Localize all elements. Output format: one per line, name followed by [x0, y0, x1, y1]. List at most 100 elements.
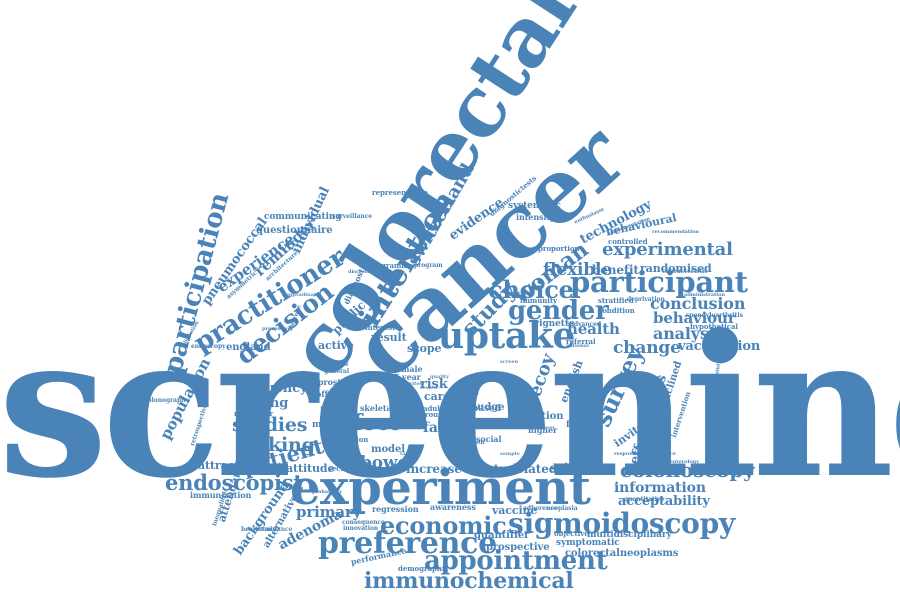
word-vignette: vignette	[534, 319, 575, 329]
word-interest: interest	[365, 323, 396, 332]
word-systematic: systematic	[508, 201, 561, 211]
word-representative: representative	[372, 188, 428, 197]
word-making: making	[236, 434, 315, 456]
word-faecal: faecal	[423, 420, 470, 436]
word-program: program	[414, 262, 443, 269]
word-decile: decile	[484, 421, 501, 427]
word-sigmoidoscopy: sigmoidoscopy	[508, 507, 735, 540]
word-sample: sample	[500, 451, 520, 457]
word-target: target	[400, 451, 417, 457]
word-behaviour: behaviour	[653, 309, 736, 327]
word-health: health	[567, 320, 620, 338]
word-result: result	[371, 331, 407, 344]
word-lower: lower	[540, 425, 556, 431]
word-testing: testing	[238, 396, 289, 411]
word-effect: effect	[330, 410, 400, 436]
word-mailed: mailed	[460, 391, 479, 397]
word-advanced: advanced	[570, 321, 602, 328]
word-colonography: colonography	[144, 397, 189, 404]
word-healthcare: healthcare	[241, 526, 277, 533]
word-demographic: demographic	[398, 564, 449, 573]
word-spondyloarthritis: spondyloarthritis	[686, 312, 743, 319]
word-nudge: nudge	[470, 402, 505, 413]
word-female: female	[566, 420, 600, 430]
word-stratified: stratified	[598, 296, 634, 305]
word-prostate: prostate	[318, 377, 355, 387]
word-quantitative: quantitative	[624, 496, 665, 503]
word-male: male	[401, 364, 423, 374]
word-person: person	[462, 439, 485, 446]
word-gastroenterology: gastroenterology	[652, 459, 699, 465]
word-higher: higher	[528, 425, 558, 435]
word-adherence: adherence	[523, 505, 558, 512]
word-bowel: bowel	[360, 453, 415, 473]
word-economic: economic	[380, 511, 507, 540]
word-cortisol: cortisol	[452, 450, 473, 456]
word-review: review	[420, 385, 438, 391]
word-offering: offering	[316, 389, 352, 399]
word-colorectalneoplasms: colorectalneoplasms	[565, 548, 679, 559]
word-choice: choice	[488, 275, 574, 304]
word-deprivation: deprivation	[627, 296, 665, 303]
word-care: care	[424, 390, 451, 403]
word-invited: invited	[404, 381, 423, 387]
word-respondent: respondent	[614, 451, 646, 457]
word-endoscopist: endoscopist	[165, 470, 303, 495]
word-immunization: immunization	[190, 490, 252, 500]
word-change: change	[613, 338, 681, 358]
word-preventive: preventive	[262, 326, 291, 332]
word-number: number	[320, 403, 355, 413]
word-attraction: attraction	[198, 459, 259, 472]
word-flexible: flexible	[543, 260, 612, 280]
word-control: control	[470, 462, 518, 476]
word-social: social	[476, 434, 502, 444]
word-national: national	[566, 343, 589, 349]
word-model: model	[371, 444, 405, 455]
word-recommendation: recommendation	[652, 229, 699, 235]
word-detection: detection	[332, 435, 369, 444]
word-group: group	[420, 410, 443, 419]
word-information: information	[614, 480, 706, 496]
word-screen: screen	[500, 359, 519, 365]
word-england: england	[226, 342, 271, 353]
word-skeletal: skeletal	[360, 403, 395, 413]
word-conclusion: conclusion	[650, 294, 746, 313]
word-based: based	[472, 404, 501, 414]
word-primary: primary	[296, 503, 362, 521]
word-quantifier: quantifier	[474, 530, 530, 541]
word-adult: adult	[423, 404, 444, 413]
word-related: related	[510, 462, 558, 476]
word-longitudinal: longitudinal	[282, 292, 316, 298]
word-discrete: discrete	[348, 269, 371, 275]
word-administration: administration	[684, 292, 725, 298]
word-variable: variable	[322, 361, 349, 368]
word-participant: participant	[570, 265, 748, 299]
word-quality: quality	[430, 374, 450, 380]
word-uptake: uptake	[438, 315, 575, 357]
word-sectional: sectional	[328, 464, 363, 473]
word-preference: preference	[318, 526, 497, 561]
word-condition: condition	[598, 306, 635, 315]
word-communicating: communicating	[264, 212, 342, 222]
word-programme: programme	[368, 261, 414, 270]
word-dominance: dominance	[256, 526, 293, 533]
word-analysis: analysis	[653, 324, 724, 343]
word-regression: regression	[372, 504, 419, 514]
word-attitude: attitude	[286, 462, 335, 475]
word-scope: scope	[407, 342, 442, 355]
word-endoscopy: endoscopy	[191, 343, 226, 350]
word-surveillance: surveillance	[332, 213, 373, 220]
word-proportion: proportion	[538, 244, 580, 253]
word-vaccination: vaccination	[678, 339, 761, 354]
word-benefit: benefit	[592, 263, 639, 277]
word-experiment: experiment	[290, 460, 591, 516]
word-increase: increase	[406, 462, 462, 476]
word-screening: screening	[0, 292, 900, 521]
word-norm: norm	[480, 374, 504, 384]
word-controlled: controlled	[608, 237, 648, 246]
word-general: general	[324, 368, 350, 375]
word-test: test	[440, 402, 472, 420]
word-questionnaire: questionnaire	[256, 225, 333, 236]
word-immunity: immunity	[520, 296, 558, 305]
